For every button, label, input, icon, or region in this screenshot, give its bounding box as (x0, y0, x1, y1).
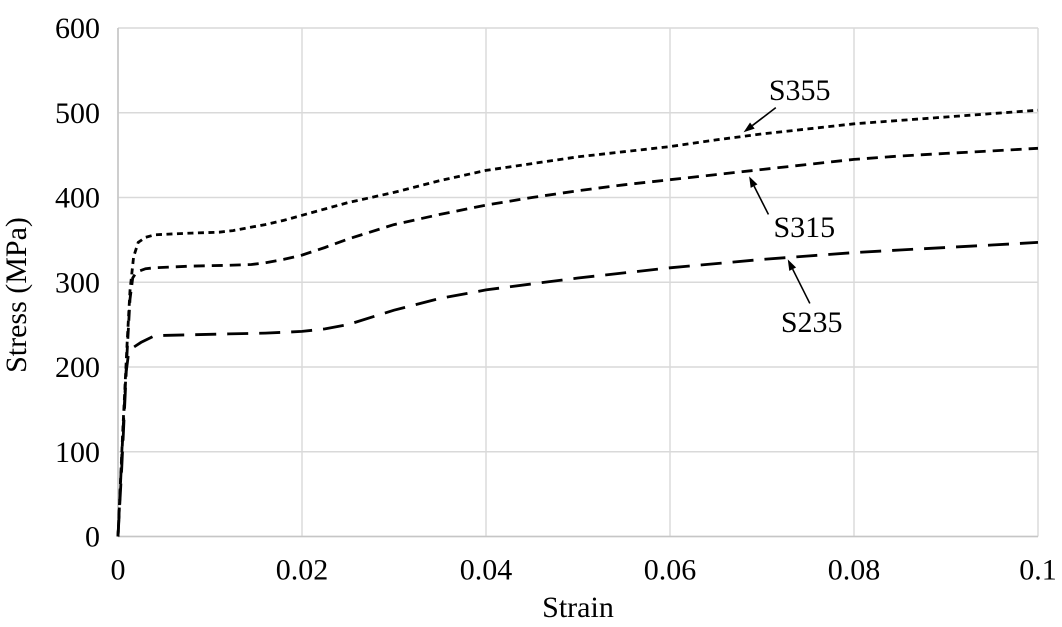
y-axis-title: Stress (MPa) (0, 217, 33, 373)
y-tick-label: 300 (55, 266, 100, 299)
series-line-s355 (116, 108, 1039, 537)
x-axis-title: Strain (542, 591, 614, 624)
y-tick-label: 100 (55, 436, 100, 469)
x-tick-label: 0.06 (644, 554, 697, 587)
x-tick-label: 0.02 (276, 554, 329, 587)
x-tick-label: 0.1 (1019, 554, 1057, 587)
annotation-arrow-line (751, 107, 777, 127)
annotation-arrow-line (753, 185, 770, 215)
series-line-s235 (116, 241, 1039, 537)
series-label-s315: S315 (773, 211, 835, 244)
x-tick-label: 0.04 (460, 554, 513, 587)
annotation-arrow-line (791, 268, 811, 304)
annotation-arrowhead (749, 176, 758, 188)
series-label-s235: S235 (781, 306, 843, 339)
annotation-arrowhead (743, 122, 755, 133)
y-tick-label: 200 (55, 351, 100, 384)
y-tick-label: 400 (55, 182, 100, 215)
x-tick-label: 0 (111, 554, 126, 587)
series-label-s355: S355 (769, 74, 831, 107)
x-tick-label: 0.08 (828, 554, 881, 587)
y-tick-label: 500 (55, 97, 100, 130)
y-tick-label: 0 (85, 521, 100, 554)
annotation-arrowhead (787, 259, 797, 271)
series-line-s315 (116, 146, 1039, 537)
y-tick-label: 600 (55, 12, 100, 45)
